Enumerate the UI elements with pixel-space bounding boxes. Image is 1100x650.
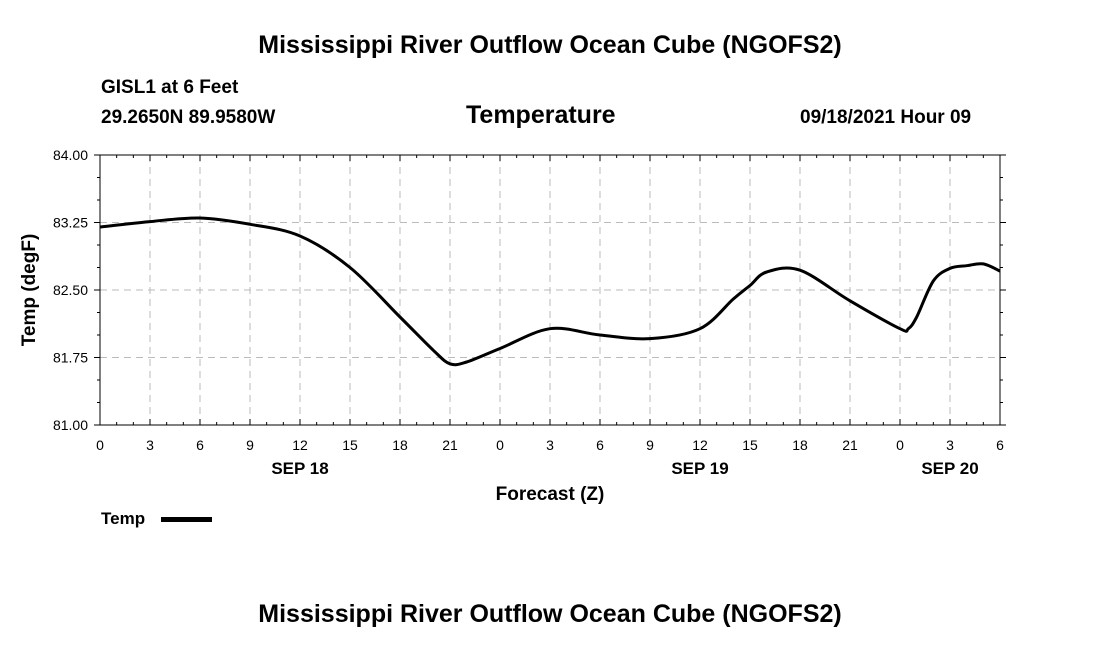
x-tick-label: 15: [742, 437, 758, 453]
x-tick-label: 12: [292, 437, 308, 453]
y-tick-label: 83.25: [53, 215, 88, 231]
x-tick-label: 3: [546, 437, 554, 453]
axis-labels: 84.00 83.25 82.50 81.75 81.00 0 3 6 9 12 15 18 21 0 3 6…: [53, 147, 1004, 478]
station-label: GISL1 at 6 Feet: [101, 77, 239, 98]
temp-series-line: [99, 216, 1001, 367]
date-label: SEP 20: [921, 459, 978, 478]
y-tick-label: 84.00: [53, 147, 88, 163]
x-tick-label: 3: [946, 437, 954, 453]
footer-title: Mississippi River Outflow Ocean Cube (NG…: [258, 600, 842, 628]
x-tick-label: 18: [392, 437, 408, 453]
x-tick-label: 9: [246, 437, 254, 453]
x-tick-label: 6: [196, 437, 204, 453]
legend-label: Temp: [101, 509, 146, 528]
x-tick-label: 15: [342, 437, 358, 453]
chart-main-title: Mississippi River Outflow Ocean Cube (NG…: [258, 31, 842, 59]
x-tick-label: 9: [646, 437, 654, 453]
x-tick-label: 0: [96, 437, 104, 453]
x-tick-label: 12: [692, 437, 708, 453]
x-tick-label: 0: [496, 437, 504, 453]
axis-ticks: [94, 154, 1006, 426]
forecast-date-label: 09/18/2021 Hour 09: [800, 107, 972, 128]
x-tick-label: 21: [842, 437, 858, 453]
y-tick-label: 82.50: [53, 282, 88, 298]
x-tick-label: 6: [596, 437, 604, 453]
legend-line-swatch: [161, 517, 212, 522]
y-axis-title: Temp (degF): [19, 234, 40, 347]
x-tick-label: 18: [792, 437, 808, 453]
y-tick-label: 81.75: [53, 350, 88, 366]
x-tick-label: 3: [146, 437, 154, 453]
chart-title: Temperature: [466, 101, 616, 129]
y-tick-label: 81.00: [53, 417, 88, 433]
x-tick-label: 21: [442, 437, 458, 453]
date-label: SEP 18: [271, 459, 328, 478]
x-tick-label: 6: [996, 437, 1004, 453]
date-label: SEP 19: [671, 459, 728, 478]
grid-lines: [100, 155, 1000, 425]
x-axis-title: Forecast (Z): [496, 484, 605, 505]
coordinates-label: 29.2650N 89.9580W: [101, 107, 276, 128]
x-tick-label: 0: [896, 437, 904, 453]
